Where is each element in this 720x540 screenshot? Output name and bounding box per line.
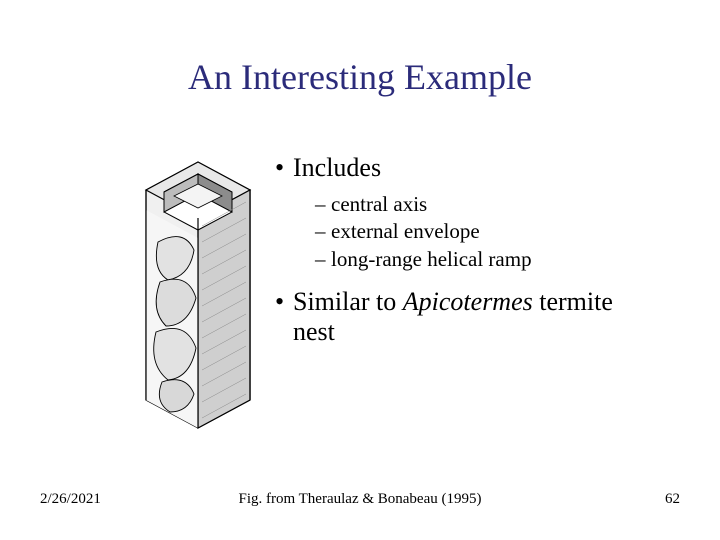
bullet-similar-italic: Apicotermes xyxy=(403,287,533,316)
sub-item-external-envelope: external envelope xyxy=(315,218,660,245)
sub-list: central axis external envelope long-rang… xyxy=(315,191,660,273)
figure-illustration xyxy=(138,150,258,430)
bullet-similar: Similar to Apicotermes termite nest xyxy=(275,287,660,347)
sub-item-helical-ramp: long-range helical ramp xyxy=(315,246,660,273)
page-title: An Interesting Example xyxy=(0,56,720,98)
footer-caption: Fig. from Theraulaz & Bonabeau (1995) xyxy=(0,491,720,508)
bullet-includes: Includes xyxy=(275,153,660,183)
footer-page-number: 62 xyxy=(665,491,680,508)
bullet-similar-pre: Similar to xyxy=(293,287,403,316)
content-area: Includes central axis external envelope … xyxy=(275,153,660,355)
sub-item-central-axis: central axis xyxy=(315,191,660,218)
